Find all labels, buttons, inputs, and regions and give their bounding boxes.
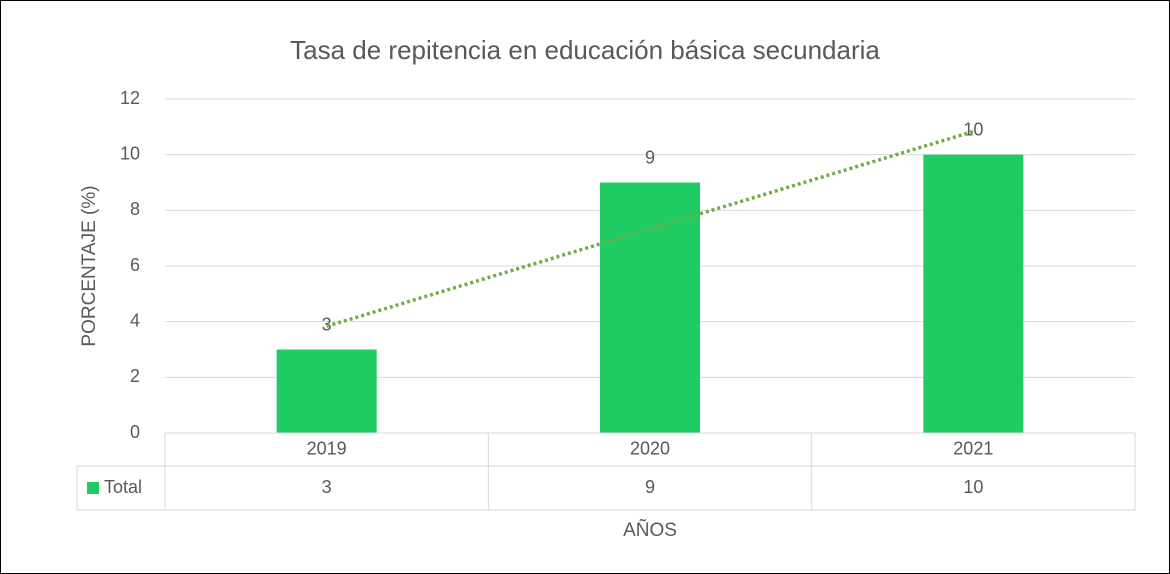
bar bbox=[276, 349, 377, 433]
x-tick-label: 2021 bbox=[953, 438, 993, 458]
y-tick-label: 4 bbox=[130, 310, 140, 330]
x-tick-label: 2019 bbox=[307, 438, 347, 458]
data-label: 9 bbox=[645, 147, 655, 167]
x-tick-label: 2020 bbox=[630, 438, 670, 458]
y-tick-label: 10 bbox=[120, 143, 140, 163]
y-tick-label: 2 bbox=[130, 366, 140, 386]
data-label: 3 bbox=[322, 314, 332, 334]
y-tick-label: 12 bbox=[120, 88, 140, 108]
x-axis-label: AÑOS bbox=[623, 519, 677, 541]
bar bbox=[600, 182, 700, 433]
table-value: 10 bbox=[963, 477, 983, 497]
bar bbox=[923, 154, 1024, 433]
legend-key bbox=[87, 482, 99, 494]
data-label: 10 bbox=[963, 119, 983, 139]
y-tick-label: 8 bbox=[130, 199, 140, 219]
trendline bbox=[326, 129, 974, 328]
table-value: 3 bbox=[322, 477, 332, 497]
y-tick-label: 0 bbox=[130, 422, 140, 442]
y-axis-label: PORCENTAJE (%) bbox=[79, 185, 100, 346]
chart-title: Tasa de repitencia en educación básica s… bbox=[290, 35, 880, 65]
y-tick-label: 6 bbox=[130, 255, 140, 275]
table-value: 9 bbox=[645, 477, 655, 497]
legend-label: Total bbox=[104, 477, 142, 497]
